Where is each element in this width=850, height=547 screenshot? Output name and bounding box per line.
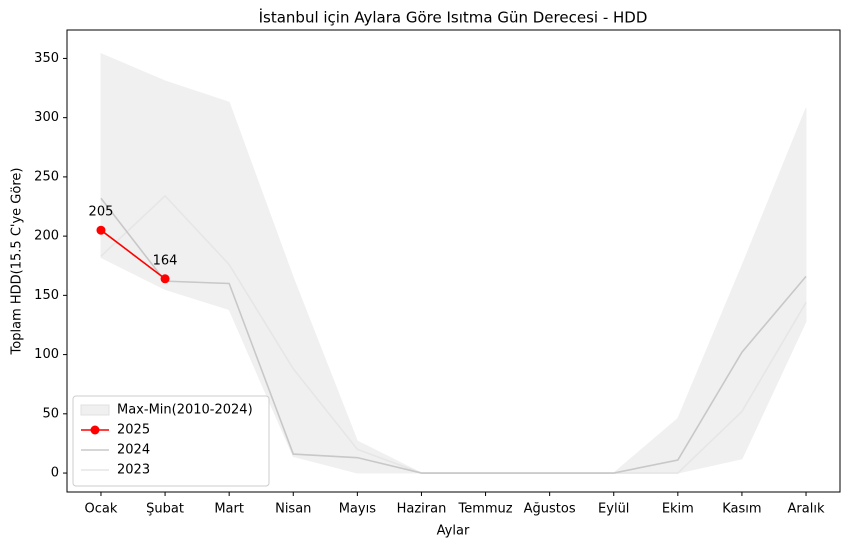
legend-label: 2023 — [117, 463, 150, 478]
x-tick-label: Temmuz — [457, 502, 512, 517]
data-label: 164 — [153, 253, 178, 268]
x-tick-label: Haziran — [397, 502, 447, 517]
min-max-band — [100, 52, 807, 474]
x-tick-label: Şubat — [146, 502, 184, 517]
legend-box — [72, 395, 270, 487]
x-tick-label: Aralık — [788, 502, 825, 517]
y-tick-label: 350 — [34, 51, 59, 66]
y-tick-label: 0 — [51, 466, 59, 481]
x-tick-label: Ağustos — [524, 502, 576, 517]
plot-frame — [66, 29, 841, 493]
x-tick-label: Ocak — [85, 502, 118, 517]
x-tick-label: Mart — [214, 502, 244, 517]
series-line — [100, 197, 807, 474]
x-tick-label: Nisan — [275, 502, 311, 517]
x-tick-label: Kasım — [722, 502, 761, 517]
y-tick-label: 50 — [42, 406, 59, 421]
point — [160, 274, 170, 284]
y-tick-label: 200 — [34, 229, 59, 244]
y-tick-label: 250 — [34, 169, 59, 184]
point — [96, 225, 106, 235]
y-tick-label: 300 — [34, 110, 59, 125]
legend-label: Max-Min(2010-2024) — [117, 403, 253, 418]
y-tick-label: 100 — [34, 347, 59, 362]
chart-title: İstanbul için Aylara Göre Isıtma Gün Der… — [259, 8, 648, 27]
y-axis-label: Toplam HDD(15.5 C'ye Göre) — [10, 168, 25, 356]
x-axis-label: Aylar — [437, 524, 470, 539]
legend-marker — [90, 425, 100, 435]
legend-label: 2025 — [117, 423, 150, 438]
legend-label: 2024 — [117, 443, 150, 458]
data-label: 205 — [89, 205, 114, 220]
x-tick-label: Mayıs — [339, 502, 376, 517]
y-tick-label: 150 — [34, 288, 59, 303]
x-tick-label: Eylül — [598, 502, 629, 517]
series-line — [100, 229, 166, 280]
x-tick-label: Ekim — [662, 502, 694, 517]
legend-swatch — [80, 404, 110, 416]
